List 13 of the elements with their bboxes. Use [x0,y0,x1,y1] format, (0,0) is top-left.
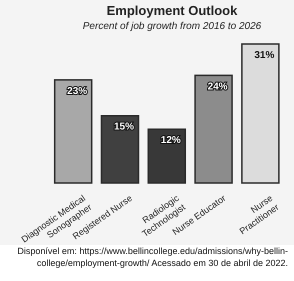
bar [194,74,233,184]
bar [148,128,186,184]
data-label: 15% [114,122,134,133]
text: Disponível em: https://www.bellincollege.edu/admissions/why-bellin-college/employment-growth/ Acessado em 30 de abril de 2022. [16,246,288,269]
chart-subtitle: Percent of job growth from 2016 to 2026 [82,21,262,32]
data-label: 23% [67,86,88,97]
bar [100,114,140,184]
data-label: 24% [208,81,228,92]
chart-title: Employment Outlook [106,3,238,18]
bar [241,43,280,184]
data-label: 31% [254,50,274,61]
bar [54,79,92,184]
data-label: 12% [160,135,181,146]
